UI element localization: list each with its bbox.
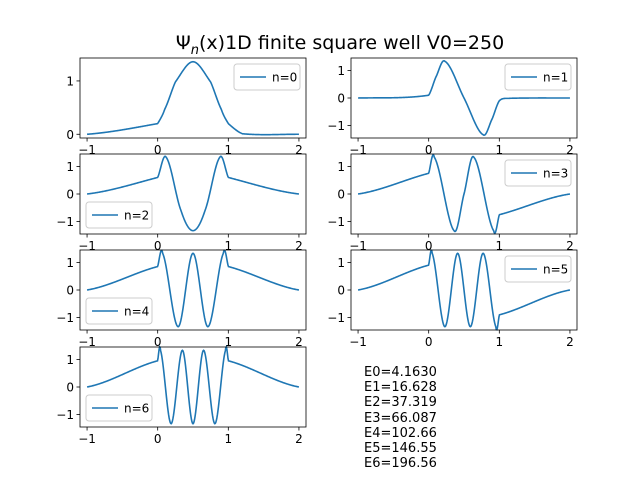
x-tick-label: −1 xyxy=(349,335,367,349)
energy-level-3: E3=66.087 xyxy=(364,410,437,426)
x-tick-label: 2 xyxy=(295,143,303,157)
subplot-n5: −1 0 1 2 −1 0 1 n=5 xyxy=(327,249,578,349)
legend: n=6 xyxy=(85,394,153,422)
x-tick-label: 1 xyxy=(224,335,232,349)
wavefunction-line-n5 xyxy=(357,249,571,331)
legend-box xyxy=(233,63,301,91)
legend-label: n=1 xyxy=(543,71,568,85)
wavefunction-line-n2 xyxy=(86,155,300,232)
y-tick-label: −1 xyxy=(327,311,345,325)
y-tick-label: 0 xyxy=(66,128,74,142)
x-tick-label: −1 xyxy=(78,432,96,446)
x-tick-label: 0 xyxy=(425,143,433,157)
legend-label: n=4 xyxy=(124,305,149,319)
axes-frame xyxy=(79,57,307,139)
legend-label: n=0 xyxy=(272,71,297,85)
x-tick-label: 2 xyxy=(295,432,303,446)
legend-label: n=6 xyxy=(124,402,149,416)
wavefunction-line-n3 xyxy=(357,153,571,235)
legend-box xyxy=(85,201,153,229)
legend: n=5 xyxy=(504,255,572,283)
y-tick-label: 1 xyxy=(66,160,74,174)
x-tick-label: 1 xyxy=(495,335,503,349)
legend: n=4 xyxy=(85,297,153,325)
title-rest: 1D finite square well V0=250 xyxy=(225,32,504,54)
subplot-n4: −1 0 1 2 −1 0 1 n=4 xyxy=(56,249,307,349)
subplot-n6: −1 0 1 2 −1 0 1 n=6 xyxy=(56,345,307,446)
energy-level-4: E4=102.66 xyxy=(364,425,437,441)
energy-level-0: E0=4.1630 xyxy=(364,365,437,380)
wavefunction-line-n1 xyxy=(358,59,570,137)
x-tick-label: 1 xyxy=(224,239,232,253)
wavefunction-line-n6 xyxy=(86,345,300,425)
x-tick-label: −1 xyxy=(78,143,96,157)
x-tick-label: 2 xyxy=(566,239,574,253)
legend-label: n=3 xyxy=(543,167,568,181)
y-tick-label: 0 xyxy=(66,284,74,298)
x-tick-label: 0 xyxy=(154,239,162,253)
title-subscript: n xyxy=(191,43,199,58)
legend: n=1 xyxy=(504,63,572,91)
y-tick-label: −1 xyxy=(56,215,74,229)
x-tick-label: 0 xyxy=(154,143,162,157)
subplot-n0: −1 0 1 2 0 1 n=0 xyxy=(66,57,307,157)
x-tick-label: 1 xyxy=(224,143,232,157)
subplot-n3: −1 0 1 2 −1 0 1 n=3 xyxy=(327,153,578,253)
title-args: (x) xyxy=(199,32,225,54)
x-tick-label: 0 xyxy=(425,239,433,253)
y-tick-label: 1 xyxy=(337,256,345,270)
y-tick-label: 1 xyxy=(337,160,345,174)
x-tick-label: −1 xyxy=(349,239,367,253)
x-tick-label: 2 xyxy=(295,239,303,253)
legend: n=0 xyxy=(233,63,301,91)
legend-label: n=2 xyxy=(124,209,149,223)
legend-box xyxy=(504,159,572,187)
y-tick-label: 0 xyxy=(66,188,74,202)
y-tick-label: −1 xyxy=(56,311,74,325)
x-tick-label: 0 xyxy=(154,432,162,446)
y-tick-label: 0 xyxy=(66,381,74,395)
legend-label: n=5 xyxy=(543,263,568,277)
y-tick-label: 1 xyxy=(66,74,74,88)
subplot-n2: −1 0 1 2 −1 0 1 n=2 xyxy=(56,153,307,253)
energy-level-1: E1=16.628 xyxy=(364,380,437,396)
y-tick-label: 0 xyxy=(337,284,345,298)
wavefunction-line-n0 xyxy=(86,60,299,136)
y-tick-label: 1 xyxy=(337,64,345,78)
y-tick-label: −1 xyxy=(56,408,74,422)
x-tick-label: 0 xyxy=(425,335,433,349)
y-tick-label: 1 xyxy=(66,256,74,270)
legend-box xyxy=(504,255,572,283)
legend: n=3 xyxy=(504,159,572,187)
y-tick-label: −1 xyxy=(327,119,345,133)
energy-level-5: E5=146.55 xyxy=(364,441,437,457)
subplot-n1: −1 0 1 2 −1 0 1 n=1 xyxy=(327,57,578,157)
energy-levels: E0=4.1630 E1=16.628 E2=37.319 E3=66.087 … xyxy=(364,365,437,471)
legend-box xyxy=(504,63,572,91)
legend-box xyxy=(85,297,153,325)
x-tick-label: −1 xyxy=(349,143,367,157)
x-tick-label: 2 xyxy=(566,335,574,349)
x-tick-label: 2 xyxy=(295,335,303,349)
x-tick-label: 1 xyxy=(495,143,503,157)
wavefunction-line-n4 xyxy=(86,249,300,328)
x-tick-label: −1 xyxy=(78,335,96,349)
title-psi-symbol: Ψ xyxy=(176,32,191,54)
x-tick-label: −1 xyxy=(78,239,96,253)
x-tick-label: 1 xyxy=(224,432,232,446)
energy-level-2: E2=37.319 xyxy=(364,395,437,411)
legend: n=2 xyxy=(85,201,153,229)
y-tick-label: 0 xyxy=(337,92,345,106)
y-tick-label: 0 xyxy=(337,188,345,202)
y-tick-label: 1 xyxy=(66,353,74,367)
x-tick-label: 2 xyxy=(566,143,574,157)
x-tick-label: 0 xyxy=(154,335,162,349)
legend-box xyxy=(85,394,153,422)
x-tick-label: 1 xyxy=(495,239,503,253)
y-tick-label: −1 xyxy=(327,215,345,229)
energy-level-6: E6=196.56 xyxy=(364,456,437,472)
chart-title: Ψn(x)1D finite square well V0=250 xyxy=(176,32,504,58)
